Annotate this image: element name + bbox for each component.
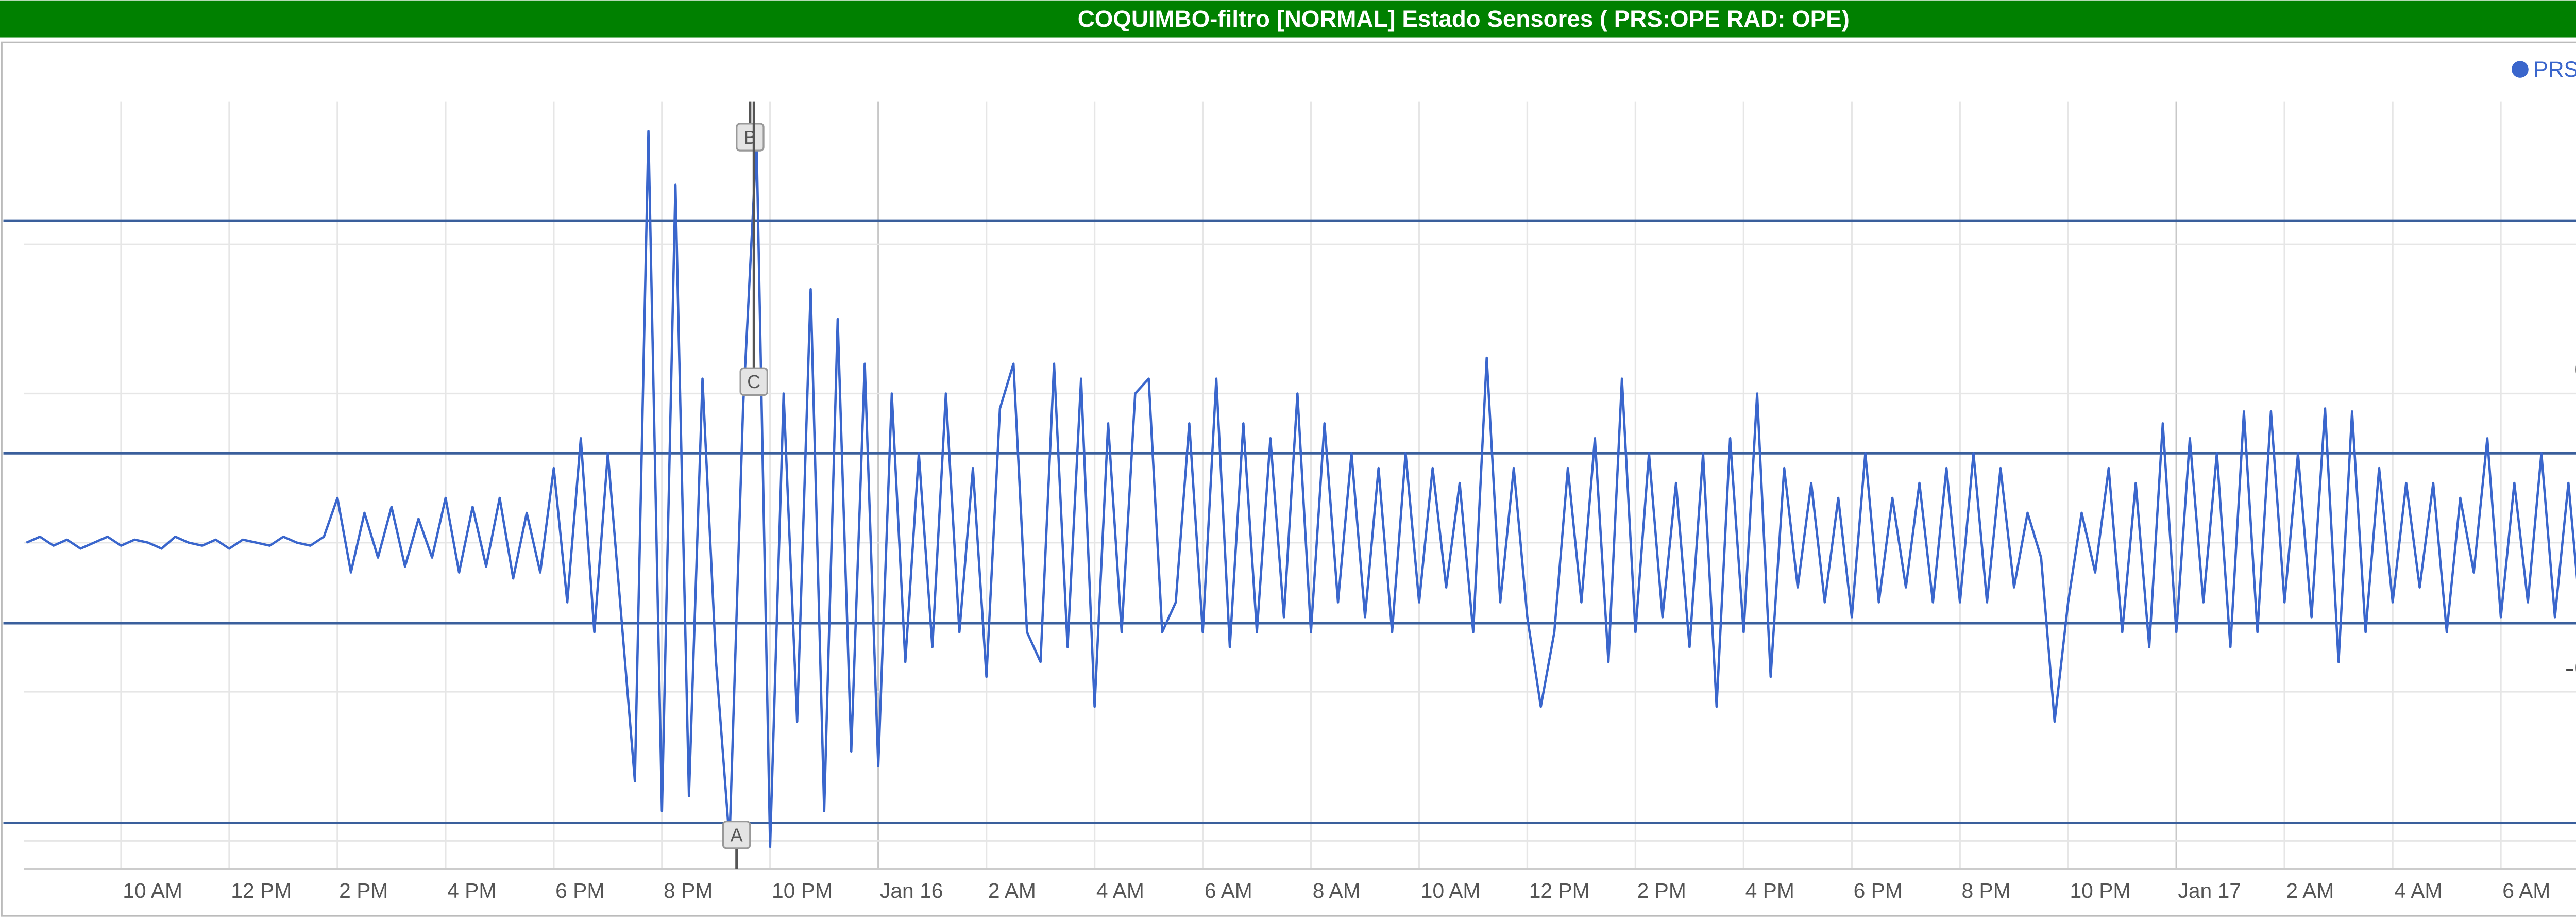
flag	[739, 367, 769, 396]
x-tick-label: 6 AM	[2502, 879, 2550, 903]
x-tick-label: 6 PM	[555, 879, 604, 903]
flag	[736, 123, 765, 152]
x-tick-label: 10 AM	[1421, 879, 1481, 903]
title-bar	[0, 0, 2576, 38]
x-tick-label: 10 PM	[772, 879, 833, 903]
flag	[722, 820, 751, 849]
x-tick-label: Jan 17	[2178, 879, 2241, 903]
data-line	[26, 130, 2576, 848]
x-tick-label: 8 PM	[664, 879, 713, 903]
x-tick-label: 6 AM	[1205, 879, 1252, 903]
x-tick-label: Jan 16	[880, 879, 943, 903]
x-tick-label: 10 AM	[123, 879, 182, 903]
legend-label: PRS	[2534, 57, 2576, 81]
legend-marker	[2512, 61, 2529, 78]
x-tick-label: 4 AM	[1096, 879, 1144, 903]
y-tick-label: 0.5	[2574, 354, 2576, 386]
x-tick-label: 12 PM	[1529, 879, 1590, 903]
x-tick-label: 2 PM	[339, 879, 388, 903]
x-tick-label: 4 AM	[2394, 879, 2442, 903]
flag-label: C	[747, 371, 760, 392]
x-tick-label: 10 PM	[2070, 879, 2130, 903]
x-tick-label: 2 AM	[2286, 879, 2334, 903]
y-tick-label: -0.5	[2565, 652, 2576, 683]
x-tick-label: 6 PM	[1854, 879, 1903, 903]
x-tick-label: 4 PM	[447, 879, 496, 903]
flag-label: A	[731, 824, 743, 845]
chart-frame	[1, 41, 2576, 917]
x-tick-label: 2 PM	[1637, 879, 1686, 903]
x-tick-label: 2 AM	[988, 879, 1036, 903]
x-tick-label: 12 PM	[231, 879, 292, 903]
x-tick-label: 4 PM	[1745, 879, 1794, 903]
x-tick-label: 8 AM	[1313, 879, 1361, 903]
x-tick-label: 8 PM	[1962, 879, 2011, 903]
chart-title: COQUIMBO-filtro [NORMAL] Estado Sensores…	[1078, 6, 1850, 32]
